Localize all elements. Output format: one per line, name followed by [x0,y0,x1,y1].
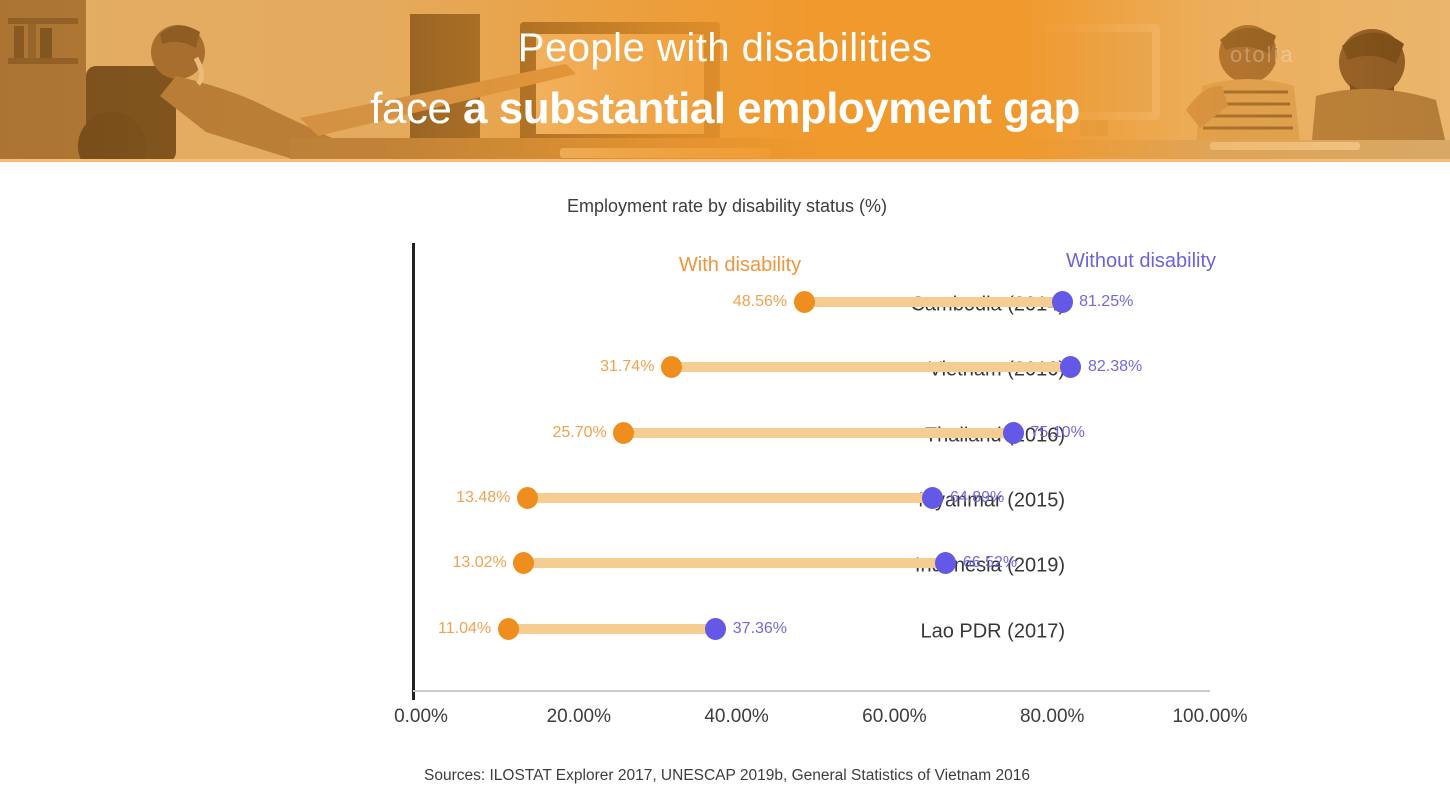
connector-bar [804,297,1063,307]
with-disability-value: 11.04% [438,619,492,637]
without-disability-dot [1060,356,1082,379]
x-tick-label: 60.00% [862,706,927,727]
title-line-2-light: face [370,84,452,133]
with-disability-value: 13.02% [452,554,507,572]
title-line-2: face a substantial employment gap [0,84,1450,134]
title-line-2-bold: a substantial employment gap [463,84,1080,133]
category-label: Lao PDR (2017) [920,620,1065,642]
header-banner: otolia People with disabilities face a s… [0,0,1450,162]
connector-bar [508,623,716,634]
x-tick-label: 40.00% [704,706,769,727]
without-disability-value: 66.52% [962,554,1018,572]
with-disability-dot [660,356,682,379]
stock-photo-watermark: otolia [1230,42,1295,67]
without-disability-value: 75.10% [1030,423,1085,441]
connector-bar [623,427,1014,438]
title-line-1: People with disabilities [517,26,933,70]
category-label: Myanmar (2015) [918,489,1065,512]
connector-bar [527,492,933,503]
x-axis-line [413,690,1210,692]
without-disability-value: 37.36% [732,619,788,637]
without-disability-value: 82.38% [1087,358,1143,376]
connector-bar [671,362,1071,373]
without-disability-dot [1051,291,1073,313]
with-disability-value: 25.70% [552,423,607,441]
with-disability-dot [516,486,538,509]
banner-title: People with disabilities face a substant… [0,0,1450,162]
with-disability-dot [793,291,815,313]
y-axis-line [412,243,415,700]
with-disability-value: 48.56% [732,293,788,310]
with-disability-dot [513,552,535,575]
with-disability-dot [613,421,635,444]
photo-two-men-at-computer: otolia [1020,0,1450,162]
without-disability-value: 64.89% [949,488,1005,506]
without-disability-dot [935,552,957,575]
without-disability-dot [1003,421,1025,444]
without-disability-dot [922,486,944,509]
chart-title: Employment rate by disability status (%) [566,196,888,216]
x-tick-label: 80.00% [1019,706,1085,727]
x-tick-label: 0.00% [394,706,448,727]
photo-person-wheelchair-at-computer [0,0,840,162]
legend-with-disability: With disability [678,254,802,276]
orange-tint-overlay [0,0,840,162]
with-disability-dot [497,617,519,640]
x-tick-label: 20.00% [546,706,612,727]
legend-without-disability: Without disability [1065,250,1217,272]
connector-bar [523,558,946,569]
with-disability-value: 31.74% [600,358,655,376]
without-disability-dot [705,617,727,640]
orange-tint-overlay [1020,0,1450,162]
with-disability-value: 13.48% [456,488,511,506]
x-tick-label: 100.00% [1172,706,1248,727]
source-note: Sources: ILOSTAT Explorer 2017, UNESCAP … [424,767,1030,784]
without-disability-value: 81.25% [1079,293,1134,310]
